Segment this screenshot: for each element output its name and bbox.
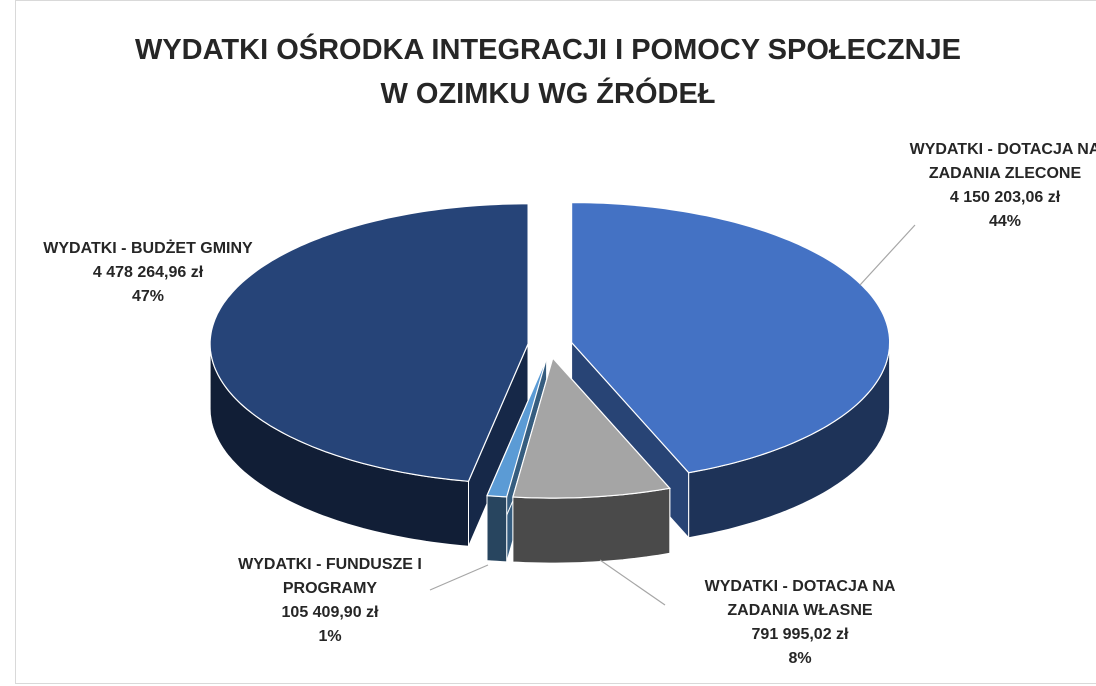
category-label: WYDATKI - DOTACJA NA ZADANIA WŁASNE [704, 578, 896, 619]
percent-label: 1% [318, 628, 342, 645]
slice-top [512, 356, 671, 499]
title-line: WYDATKI OŚRODKA INTEGRACJI I POMOCY SPOŁ… [134, 34, 962, 66]
category-label: WYDATKI - DOTACJA NA ZADANIA ZLECONE [909, 141, 1096, 182]
data-label: WYDATKI - FUNDUSZE I PROGRAMY 105 409,90 … [215, 553, 445, 649]
slice [209, 203, 529, 547]
percent-label: 47% [131, 288, 165, 305]
slice-top [209, 203, 529, 482]
slice-top [571, 201, 891, 474]
slice [571, 201, 891, 540]
amount-label: 791 995,02 zł [751, 626, 849, 643]
category-label: WYDATKI - BUDŻET GMINY [43, 240, 253, 257]
leader-line [429, 564, 489, 591]
data-label: WYDATKI - DOTACJA NA ZADANIA WŁASNE 791 9… [685, 575, 915, 671]
chart-title: WYDATKI OŚRODKA INTEGRACJI I POMOCY SPOŁ… [0, 28, 1096, 116]
amount-label: 4 150 203,06 zł [949, 189, 1061, 206]
slice-side [486, 495, 508, 563]
leader-line [599, 559, 666, 606]
percent-label: 44% [988, 213, 1022, 230]
leader-line [859, 224, 916, 286]
chart-frame [15, 0, 1096, 684]
slice-top [486, 357, 548, 498]
data-label: WYDATKI - DOTACJA NA ZADANIA ZLECONE 4 15… [890, 138, 1096, 234]
title-line: W OZIMKU WG ŹRÓDEŁ [380, 78, 716, 110]
amount-label: 105 409,90 zł [281, 604, 379, 621]
percent-label: 8% [788, 650, 812, 667]
slice [512, 356, 671, 564]
amount-label: 4 478 264,96 zł [92, 264, 204, 281]
slice-side [512, 487, 671, 564]
data-label: WYDATKI - BUDŻET GMINY 4 478 264,96 zł 47% [18, 237, 278, 309]
category-label: WYDATKI - FUNDUSZE I PROGRAMY [238, 556, 422, 597]
